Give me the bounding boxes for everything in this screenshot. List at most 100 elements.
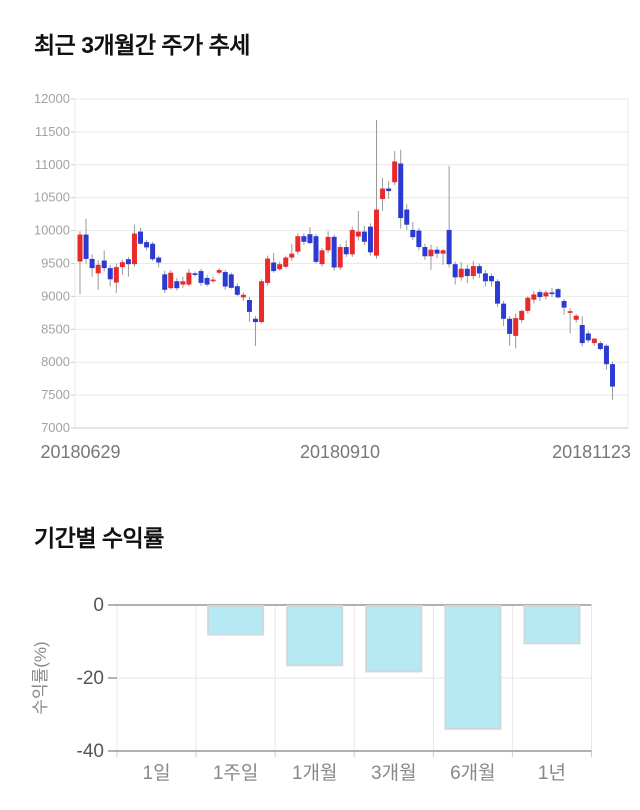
- candle-up: [337, 247, 343, 268]
- candle-down: [89, 258, 95, 269]
- candle-down: [234, 286, 240, 295]
- y-axis-label: 7500: [41, 387, 70, 402]
- candle-down: [101, 260, 107, 269]
- x-axis-date-label: 20180910: [300, 442, 380, 462]
- candle-down: [597, 343, 603, 350]
- candle-up: [277, 264, 283, 270]
- candle-down: [138, 231, 144, 244]
- x-axis-date-label: 20180629: [40, 442, 120, 462]
- candle-down: [343, 247, 349, 255]
- candle-down: [398, 163, 404, 219]
- x-axis-category-label: 6개월: [450, 762, 496, 784]
- y-axis-label: 7000: [41, 420, 70, 435]
- candle-down: [174, 281, 180, 289]
- x-axis-category-label: 1일: [143, 762, 171, 784]
- candle-up: [168, 272, 174, 289]
- candle-down: [331, 236, 337, 268]
- candle-down: [464, 268, 470, 277]
- return-bar: [523, 605, 581, 645]
- candle-up: [428, 249, 434, 257]
- candle-up: [210, 279, 216, 282]
- candle-down: [585, 333, 591, 341]
- candle-down: [488, 276, 494, 282]
- y-axis-label: 12000: [34, 91, 70, 106]
- candle-down: [561, 301, 567, 308]
- candle-down: [537, 292, 543, 298]
- candle-down: [156, 257, 162, 263]
- candle-up: [470, 266, 476, 277]
- candle-down: [501, 303, 507, 319]
- candle-down: [434, 249, 440, 254]
- candle-up: [289, 253, 295, 258]
- y-axis-label: -40: [77, 741, 104, 762]
- candle-up: [216, 270, 222, 273]
- candle-down: [107, 268, 113, 280]
- candle-up: [525, 297, 531, 311]
- candle-up: [392, 161, 398, 183]
- x-axis-category-label: 3개월: [371, 762, 417, 784]
- candle-down: [307, 234, 313, 244]
- y-axis-label: 0: [93, 595, 104, 616]
- candle-down: [610, 364, 615, 387]
- candle-down: [507, 318, 513, 334]
- x-axis-category-label: 1개월: [292, 762, 338, 784]
- candle-up: [119, 262, 125, 268]
- candle-down: [301, 236, 307, 242]
- candle-up: [355, 231, 361, 237]
- candle-down: [222, 272, 228, 287]
- candle-down: [162, 274, 168, 290]
- candle-up: [186, 272, 192, 285]
- candle-up: [519, 310, 525, 321]
- candle-down: [83, 234, 89, 259]
- candle-down: [422, 247, 428, 257]
- candle-up: [543, 292, 549, 297]
- candle-down: [150, 243, 156, 260]
- candle-up: [531, 294, 537, 300]
- candle-up: [325, 236, 331, 251]
- candle-up: [295, 236, 301, 252]
- y-axis-label: 10500: [34, 190, 70, 205]
- candle-up: [259, 281, 265, 323]
- return-bar: [286, 605, 344, 667]
- x-axis-category-label: 1년: [538, 762, 566, 784]
- candle-down: [555, 289, 561, 298]
- candle-down: [271, 262, 277, 272]
- returns-chart-title: 기간별 수익률: [34, 525, 164, 551]
- candle-down: [228, 274, 234, 288]
- candle-down: [367, 226, 373, 253]
- x-axis-category-label: 1주일: [213, 762, 259, 784]
- candle-down: [144, 242, 150, 248]
- candle-up: [591, 338, 597, 344]
- x-axis-date-label: 20181123: [552, 442, 631, 462]
- candle-down: [603, 345, 609, 365]
- return-bar: [207, 605, 265, 636]
- candle-up: [240, 294, 246, 298]
- price-chart-title: 최근 3개월간 주가 추세: [34, 32, 250, 58]
- candle-down: [192, 273, 198, 275]
- candle-up: [95, 264, 101, 274]
- candle-up: [573, 315, 579, 320]
- candle-up: [349, 229, 355, 255]
- return-bar: [365, 605, 423, 673]
- candle-down: [482, 273, 488, 282]
- y-axis-title: 수익률(%): [31, 641, 50, 714]
- candle-up: [265, 258, 271, 283]
- candle-down: [198, 271, 204, 283]
- candle-up: [113, 267, 119, 283]
- candle-up: [77, 234, 83, 262]
- y-axis-label: 11500: [35, 124, 70, 139]
- candle-up: [131, 233, 137, 265]
- y-axis-label: -20: [77, 668, 104, 689]
- y-axis-label: 9000: [41, 288, 70, 303]
- candle-up: [440, 250, 446, 254]
- candle-down: [549, 292, 555, 295]
- candle-down: [476, 266, 482, 274]
- candle-down: [495, 281, 501, 304]
- candle-down: [252, 318, 258, 323]
- candle-down: [410, 229, 416, 238]
- y-axis-label: 8500: [41, 321, 70, 336]
- price-candlestick-chart: 12000 11500 11000 10500 10000 9500 9000 8500 800…: [34, 91, 631, 462]
- candle-down: [446, 229, 452, 265]
- y-axis-label: 11000: [35, 157, 70, 172]
